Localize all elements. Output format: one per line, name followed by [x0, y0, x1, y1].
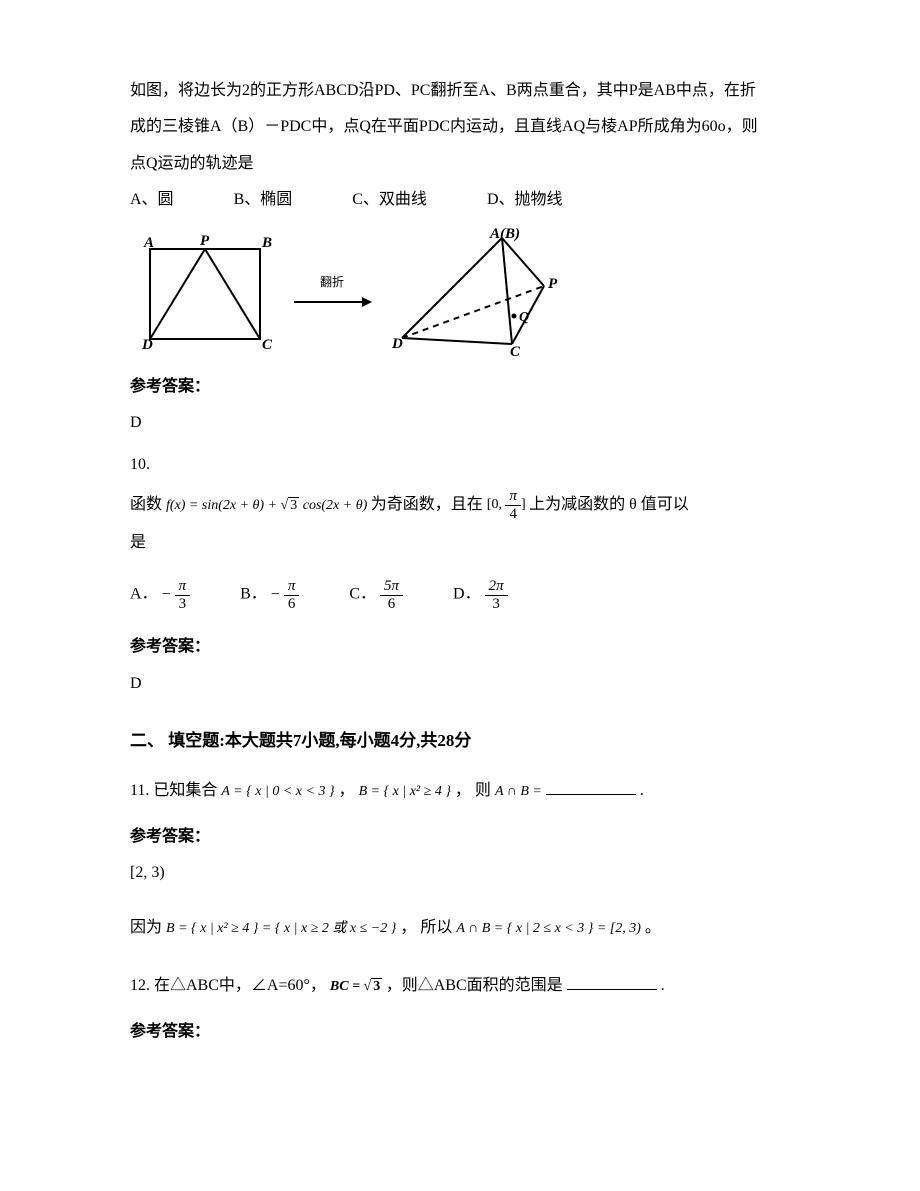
q11-setB: B = { x | x² ≥ 4 } [359, 784, 451, 799]
svg-text:C: C [262, 337, 273, 351]
q9-answer-label: 参考答案： [130, 372, 800, 402]
svg-text:Q: Q [519, 310, 529, 325]
q9-square-figure: A P B D C [130, 231, 280, 351]
svg-text:P: P [548, 276, 558, 292]
q11-AintB: A ∩ B = [495, 784, 542, 799]
q9-answer: D [130, 408, 800, 438]
q10-mid: 为奇函数，且在 [371, 496, 487, 513]
svg-text:A: A [143, 235, 154, 251]
fold-arrow-icon [292, 294, 372, 310]
q9-choice-c: C、双曲线 [352, 185, 427, 215]
q11-answer: [2, 3) [130, 858, 800, 888]
svg-text:B: B [261, 235, 272, 251]
q11-exBset: B = { x | x² ≥ 4 } = { x | x ≥ 2 或 x ≤ −… [166, 921, 396, 936]
q12-bc: BC = 3 [330, 979, 386, 994]
q10-choice-b: B． − π6 [240, 578, 299, 612]
q9-line3: 点Q运动的轨迹是 [130, 149, 800, 179]
section2-title: 二、 填空题:本大题共7小题,每小题4分,共28分 [130, 725, 800, 757]
svg-text:D: D [391, 336, 403, 352]
q10-interval: [0, π4] [487, 497, 529, 512]
q11-explain: 因为 B = { x | x² ≥ 4 } = { x | x ≥ 2 或 x … [130, 913, 800, 943]
svg-text:C: C [510, 344, 521, 356]
q10-choice-a: A． − π3 [130, 578, 190, 612]
svg-text:P: P [200, 233, 210, 249]
svg-text:D: D [141, 337, 153, 351]
q11-answer-label: 参考答案： [130, 822, 800, 852]
q10-prefix: 函数 [130, 496, 166, 513]
q11-blank [546, 778, 636, 795]
q9-line1: 如图，将边长为2的正方形ABCD沿PD、PC翻折至A、B两点重合，其中P是AB中… [130, 76, 800, 106]
q12-answer-label: 参考答案： [130, 1017, 800, 1047]
q10-choice-d: D． 2π3 [453, 578, 508, 612]
q12-stem: 12. 在△ABC中，∠A=60°， BC = 3 ，则△ABC面积的范围是 . [130, 971, 800, 1001]
q9-choices: A、圆 B、椭圆 C、双曲线 D、抛物线 [130, 185, 800, 215]
q10-tail2: 是 [130, 528, 800, 558]
q10-fx: f(x) = sin(2x + θ) + 3 cos(2x + θ) [166, 498, 371, 513]
q9-tetra-figure: A(B) P D C Q [384, 226, 574, 356]
q9-line2: 成的三棱锥A（B）－PDC中，点Q在平面PDC内运动，且直线AQ与棱AP所成角为… [130, 112, 800, 142]
q9-choice-d: D、抛物线 [487, 185, 563, 215]
q12-blank [567, 973, 657, 990]
q11-setA: A = { x | 0 < x < 3 } [221, 784, 334, 799]
q10-answer: D [130, 669, 800, 699]
q10-choice-c: C． 5π6 [349, 578, 403, 612]
q9-choice-b: B、椭圆 [234, 185, 293, 215]
q10-stem: 函数 f(x) = sin(2x + θ) + 3 cos(2x + θ) 为奇… [130, 487, 800, 522]
q11-exAint: A ∩ B = { x | 2 ≤ x < 3 } = [2, 3) [456, 921, 641, 936]
q9-figure-row: A P B D C 翻折 A(B) P D C Q [130, 226, 800, 356]
q10-choices: A． − π3 B． − π6 C． 5π6 D． 2π3 [130, 578, 800, 612]
q11-stem: 11. 已知集合 A = { x | 0 < x < 3 } ， B = { x… [130, 776, 800, 806]
q10-num: 10. [130, 450, 800, 480]
q10-answer-label: 参考答案： [130, 632, 800, 662]
fold-label: 翻折 [320, 271, 344, 294]
svg-text:A(B): A(B) [489, 226, 520, 242]
q9-choice-a: A、圆 [130, 185, 174, 215]
fold-arrow-block: 翻折 [292, 271, 372, 310]
q10-tail: 上为减函数的 θ 值可以 [529, 496, 689, 513]
